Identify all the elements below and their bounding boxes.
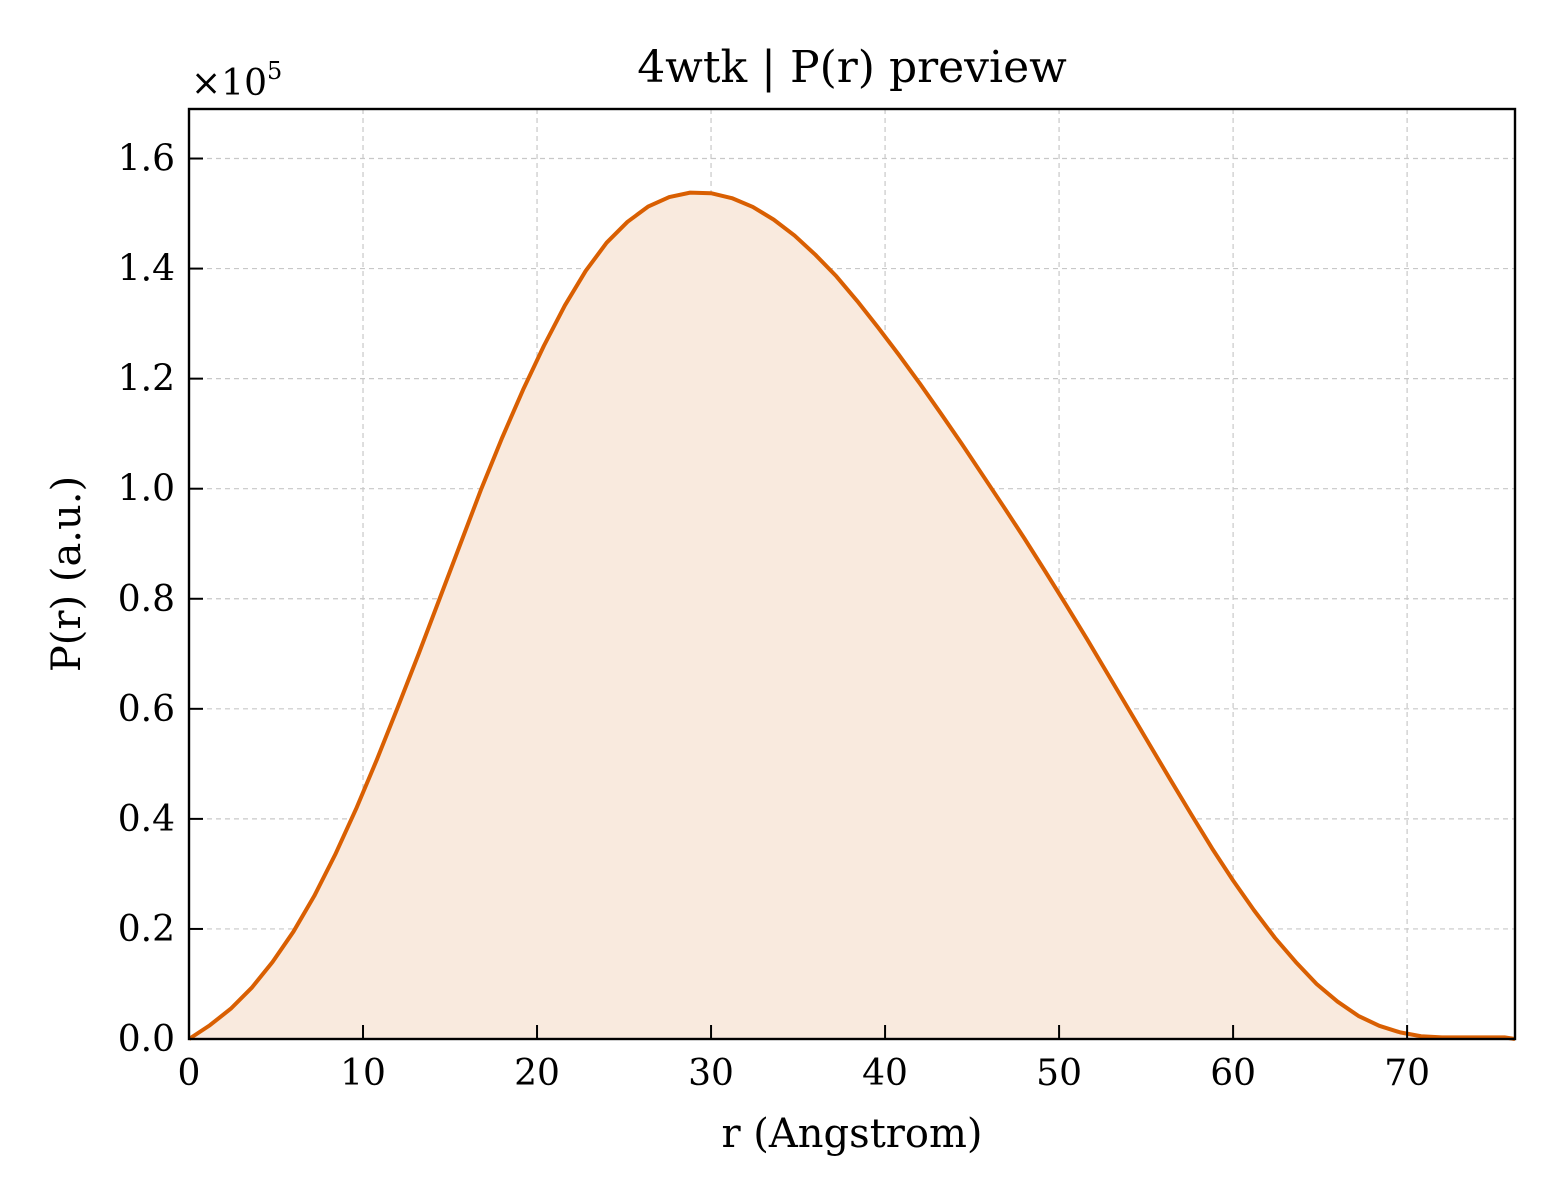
plot-frame <box>187 107 1517 1041</box>
y-tick-label: 1.0 <box>118 469 175 510</box>
y-tick-label: 1.2 <box>118 359 175 400</box>
y-tick-label: 1.6 <box>118 139 175 180</box>
y-scale-exponent: 5 <box>267 57 282 85</box>
y-tick-label: 0.6 <box>118 689 175 730</box>
chart-title: 4wtk | P(r) preview <box>637 42 1067 93</box>
y-tick-label: 0.4 <box>118 799 175 840</box>
x-tick-label: 50 <box>1036 1053 1082 1094</box>
x-tick-label: 20 <box>514 1053 560 1094</box>
y-tick-label: 1.4 <box>118 249 175 290</box>
area-fill <box>189 192 1515 1039</box>
y-scale-multiplier: ×105 <box>191 57 282 104</box>
x-tick-label: 40 <box>862 1053 908 1094</box>
tick-labels: 0 10 20 30 40 50 60 70 0.0 0.2 0.4 0.6 0.8 1.0 1.2 1.4 1… <box>118 139 1430 1094</box>
y-tick-label: 0.2 <box>118 909 175 950</box>
x-axis-label: r (Angstrom) <box>721 1111 982 1157</box>
y-scale-base: ×10 <box>191 63 267 104</box>
y-tick-label: 0.8 <box>118 579 175 620</box>
y-tick-label: 0.0 <box>118 1019 175 1060</box>
y-axis-label: P(r) (a.u.) <box>44 476 90 672</box>
x-tick-label: 70 <box>1384 1053 1430 1094</box>
x-tick-label: 10 <box>340 1053 386 1094</box>
pr-curve-line <box>187 190 1516 1041</box>
x-tick-label: 60 <box>1210 1053 1256 1094</box>
x-tick-label: 0 <box>178 1053 201 1094</box>
ticks <box>188 157 1409 1040</box>
x-tick-label: 30 <box>688 1053 734 1094</box>
